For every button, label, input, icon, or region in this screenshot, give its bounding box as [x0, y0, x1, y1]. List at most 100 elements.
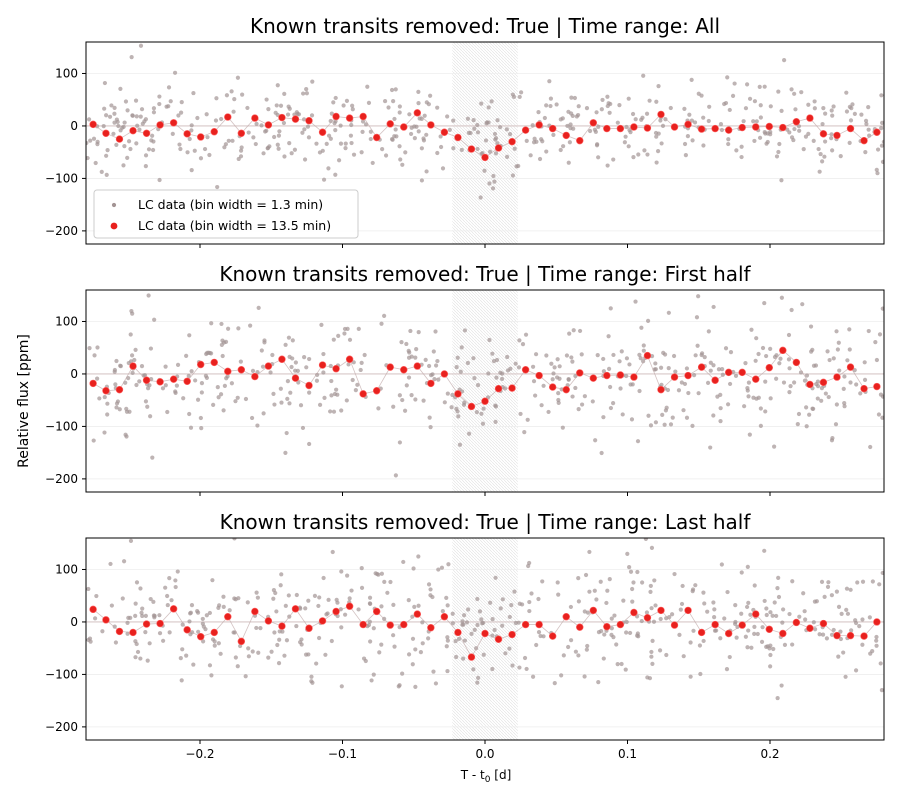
raw-point [435, 150, 440, 156]
plot-area [86, 43, 884, 200]
raw-point [475, 622, 480, 628]
raw-point [130, 311, 135, 316]
raw-point [790, 642, 795, 647]
raw-point [287, 401, 292, 406]
raw-point [527, 608, 532, 614]
raw-point [491, 173, 496, 179]
binned-point [616, 124, 625, 133]
raw-point [92, 353, 97, 358]
binned-point [711, 376, 719, 384]
raw-point [366, 622, 372, 628]
binned-point [386, 363, 394, 371]
raw-point [764, 606, 769, 611]
raw-point [306, 135, 312, 140]
raw-point [732, 81, 737, 86]
raw-point [752, 624, 757, 629]
raw-point [745, 386, 750, 391]
raw-point [706, 118, 711, 124]
raw-point [684, 415, 690, 420]
binned-point [589, 119, 597, 127]
raw-point [413, 355, 418, 360]
raw-point [654, 134, 659, 139]
raw-point [611, 635, 616, 640]
raw-point [451, 146, 456, 151]
binned-point [467, 402, 476, 411]
raw-point [456, 636, 462, 642]
binned-point [481, 153, 489, 162]
binned-point [481, 629, 489, 638]
raw-point [416, 89, 421, 94]
x-tick-label: 0.1 [618, 747, 637, 761]
raw-point [102, 106, 107, 111]
raw-point [282, 154, 287, 159]
binned-point [616, 371, 625, 379]
raw-point [637, 388, 642, 394]
binned-point [427, 379, 435, 388]
raw-point [711, 304, 716, 310]
raw-point [615, 120, 620, 125]
raw-point [866, 105, 871, 110]
raw-point [571, 126, 576, 131]
raw-point [91, 136, 97, 141]
raw-point [319, 322, 324, 327]
raw-point [138, 114, 143, 119]
raw-point [630, 599, 635, 604]
raw-point [145, 658, 150, 663]
binned-point [318, 361, 327, 369]
raw-point [505, 354, 510, 360]
raw-point [222, 383, 227, 388]
raw-point [880, 394, 884, 399]
panel-3: Known transits removed: True | Time rang… [45, 510, 885, 761]
y-tick-label: −200 [45, 720, 78, 734]
raw-point [439, 565, 445, 570]
raw-point [172, 70, 178, 75]
raw-point [173, 578, 178, 583]
raw-point [435, 105, 440, 110]
raw-point [255, 423, 260, 428]
raw-point [459, 345, 464, 350]
raw-point [607, 577, 612, 582]
raw-point [606, 366, 612, 372]
raw-point [477, 609, 483, 614]
raw-point [646, 413, 651, 418]
raw-point [624, 630, 629, 635]
raw-point [438, 134, 443, 139]
raw-point [599, 450, 604, 456]
raw-point [336, 158, 342, 163]
raw-point [649, 649, 654, 655]
binned-point [291, 605, 300, 613]
raw-point [409, 393, 414, 398]
binned-point [156, 121, 164, 129]
raw-point [536, 596, 541, 602]
binned-point [535, 371, 543, 380]
raw-point [427, 415, 432, 420]
raw-point [379, 604, 384, 609]
raw-point [855, 580, 860, 585]
raw-point [174, 383, 179, 388]
raw-point [261, 151, 266, 156]
raw-point [712, 628, 718, 633]
raw-point [815, 396, 820, 401]
raw-point [356, 607, 361, 612]
binned-point [576, 623, 584, 631]
raw-point [272, 402, 277, 407]
raw-point [146, 293, 151, 298]
raw-point [191, 662, 196, 667]
raw-point [326, 133, 332, 138]
raw-point [631, 580, 636, 585]
raw-point [582, 394, 587, 399]
raw-point [682, 141, 688, 147]
raw-point [274, 103, 279, 108]
raw-point [114, 405, 119, 410]
raw-point [822, 154, 827, 159]
raw-point [524, 666, 529, 672]
raw-point [285, 379, 291, 384]
raw-point [316, 635, 322, 641]
raw-point [382, 313, 387, 318]
raw-point [551, 132, 556, 137]
raw-point [200, 621, 205, 626]
raw-point [188, 611, 193, 616]
raw-point [339, 684, 344, 689]
raw-point [517, 601, 522, 606]
